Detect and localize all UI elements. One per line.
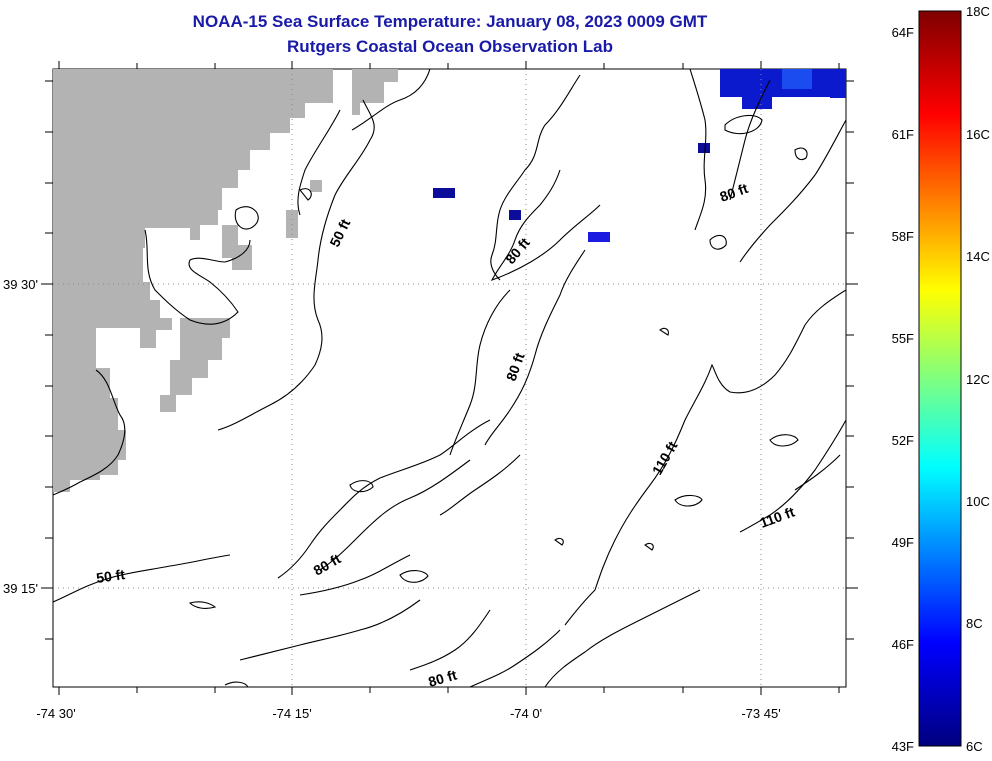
- x-tick-label: -74 30': [36, 706, 75, 721]
- colorbar-c-label: 16C: [966, 127, 990, 142]
- colorbar-f-label: 55F: [892, 331, 914, 346]
- x-tick-label: -74 0': [510, 706, 542, 721]
- colorbar-f-label: 43F: [892, 739, 914, 754]
- colorbar-f-label: 61F: [892, 127, 914, 142]
- y-tick-label: 39 30': [3, 277, 38, 292]
- land-barrier: [160, 318, 230, 412]
- colorbar-c-label: 12C: [966, 372, 990, 387]
- land-area: [53, 69, 333, 492]
- map-subtitle: Rutgers Coastal Ocean Observation Lab: [287, 37, 613, 56]
- contour-label-80ft: 80 ft: [426, 666, 458, 689]
- cold-sst-pixels: [433, 69, 846, 242]
- x-tick-label: -74 15': [272, 706, 311, 721]
- colorbar-fahrenheit-labels: 64F 61F 58F 55F 52F 49F 46F 43F: [892, 25, 914, 754]
- colorbar-c-label: 14C: [966, 249, 990, 264]
- color-scale-bar: [918, 10, 962, 747]
- contour-label-50ft: 50 ft: [95, 566, 126, 586]
- x-tick-label: -73 45': [741, 706, 780, 721]
- colorbar-c-label: 6C: [966, 739, 983, 754]
- land-inlet: [352, 69, 398, 115]
- graticule: [53, 69, 846, 687]
- colorbar-c-label: 18C: [966, 4, 990, 19]
- colorbar-f-label: 52F: [892, 433, 914, 448]
- map-title: NOAA-15 Sea Surface Temperature: January…: [192, 12, 708, 31]
- colorbar-f-label: 58F: [892, 229, 914, 244]
- axis-ticks: [41, 61, 858, 695]
- colorbar-f-label: 49F: [892, 535, 914, 550]
- colorbar-celsius-labels: 18C 16C 14C 12C 10C 8C 6C: [966, 4, 990, 754]
- bathymetry-contours: [53, 69, 846, 687]
- y-tick-label: 39 15': [3, 581, 38, 596]
- land-islet: [310, 180, 322, 192]
- colorbar-c-label: 8C: [966, 616, 983, 631]
- colorbar-f-label: 46F: [892, 637, 914, 652]
- colorbar-c-label: 10C: [966, 494, 990, 509]
- colorbar-f-label: 64F: [892, 25, 914, 40]
- land-island: [222, 225, 252, 270]
